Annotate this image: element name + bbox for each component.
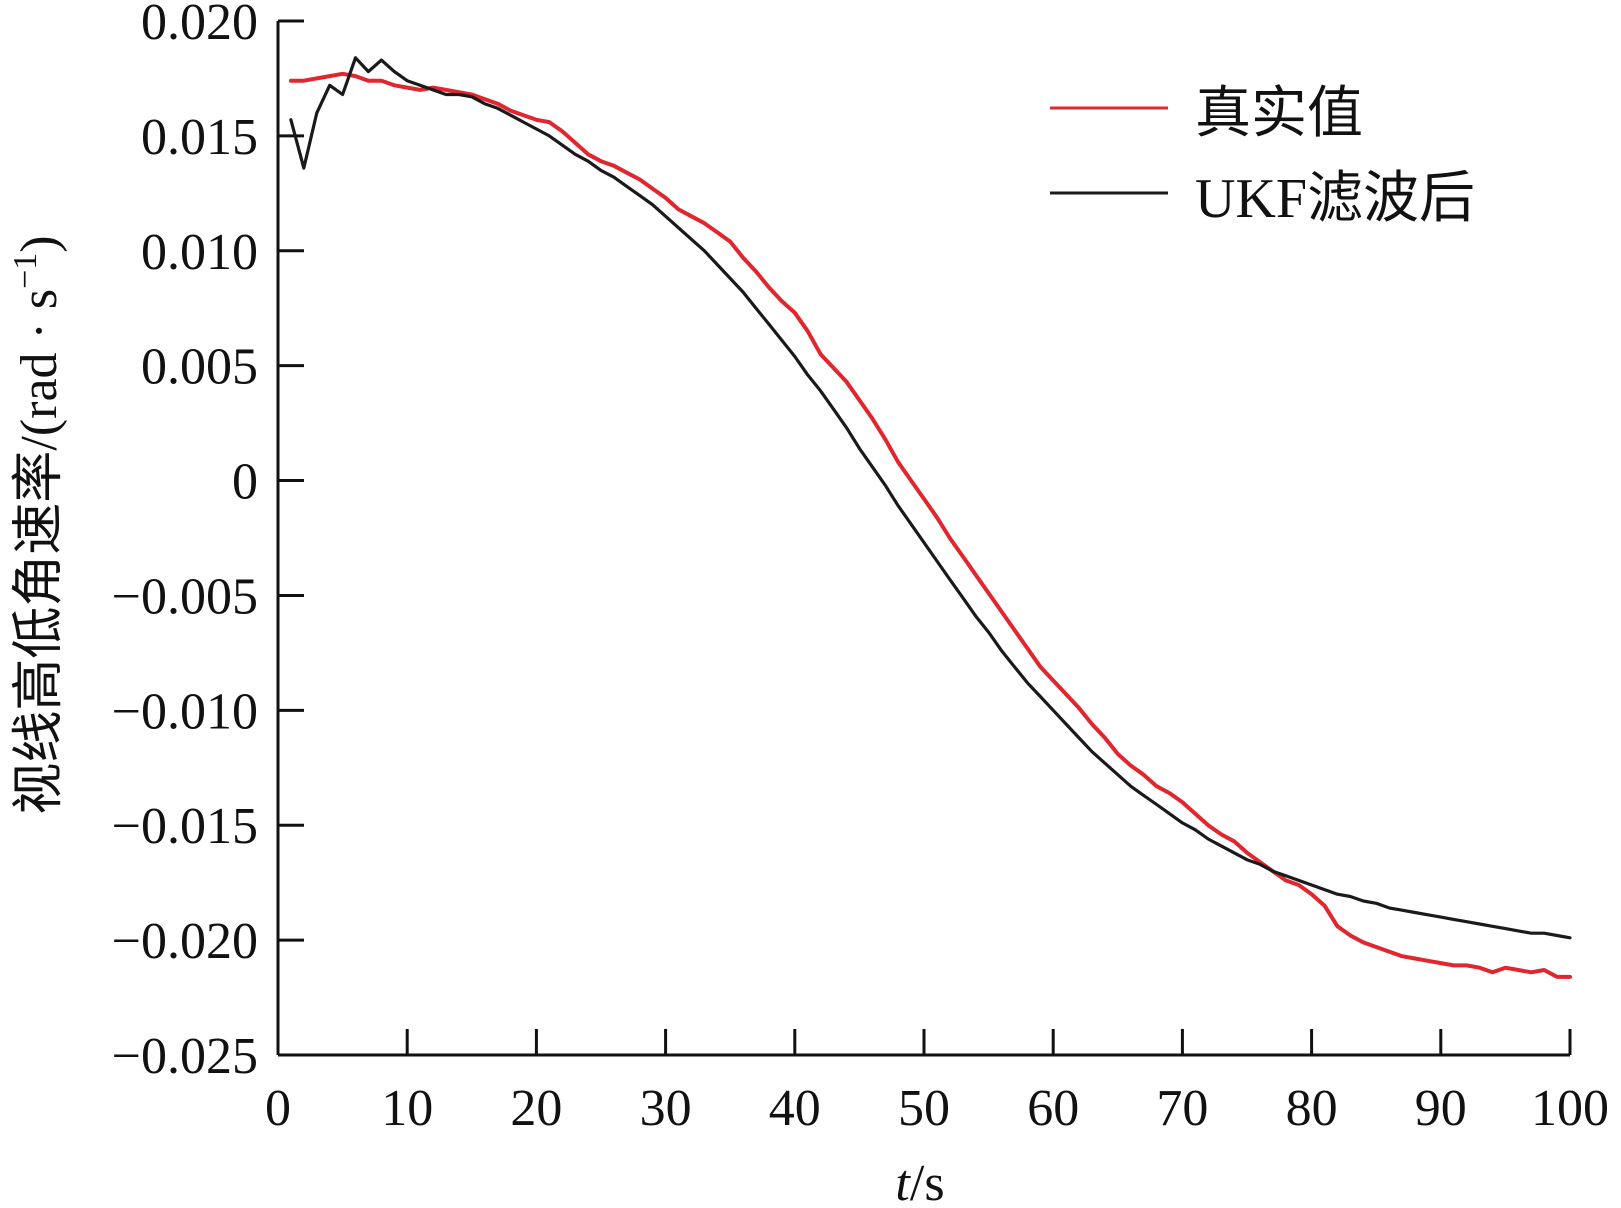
x-tick-label: 80 [1286,1080,1338,1137]
y-tick-label: 0 [232,454,258,511]
x-tick-label: 100 [1531,1080,1609,1137]
x-tick-label: 30 [640,1080,692,1137]
x-axis-title-unit: /s [910,1155,945,1208]
y-tick-label: 0.005 [141,339,258,396]
legend-label-series-0: 真实值 [1195,83,1363,145]
x-tick-label: 50 [898,1080,950,1137]
y-tick-label: −0.015 [112,798,258,855]
y-axis-title: 视线高低角速率/(rad · s−1) [7,235,68,814]
y-tick-label: −0.025 [112,1028,258,1085]
x-tick-label: 60 [1027,1080,1079,1137]
x-tick-labels: 0 10 20 30 40 50 60 70 80 90 100 [265,1080,1609,1137]
y-tick-label: 0.020 [141,0,258,51]
series-line-0 [288,71,1572,979]
x-axis-title: t/s [895,1155,944,1208]
axes [276,21,1570,1057]
series-line-1 [289,56,1572,940]
x-tick-label: 90 [1415,1080,1467,1137]
legend-label-series-1: UKF滤波后 [1195,168,1475,230]
legend: 真实值 UKF滤波后 [1050,83,1475,230]
x-tick-label: 20 [510,1080,562,1137]
x-tick-label: 70 [1156,1080,1208,1137]
x-tick-label: 40 [769,1080,821,1137]
y-tick-label: −0.010 [112,683,258,740]
series-lines [288,56,1572,979]
y-axis-title-superscript: −1 [7,253,44,289]
y-axis-title-main: 视线高低角速率/(rad · s [11,289,68,815]
y-tick-label: 0.015 [141,109,258,166]
y-axis-title-close: ) [11,235,68,252]
y-tick-labels: 0.020 0.015 0.010 0.005 0 −0.005 −0.010 −0.015 −… [112,0,258,1085]
x-tick-label: 0 [265,1080,291,1137]
x-tick-label: 10 [381,1080,433,1137]
y-tick-label: 0.010 [141,224,258,281]
y-tick-label: −0.020 [112,913,258,970]
y-tick-label: −0.005 [112,568,258,625]
x-axis-title-italic: t [895,1155,911,1208]
